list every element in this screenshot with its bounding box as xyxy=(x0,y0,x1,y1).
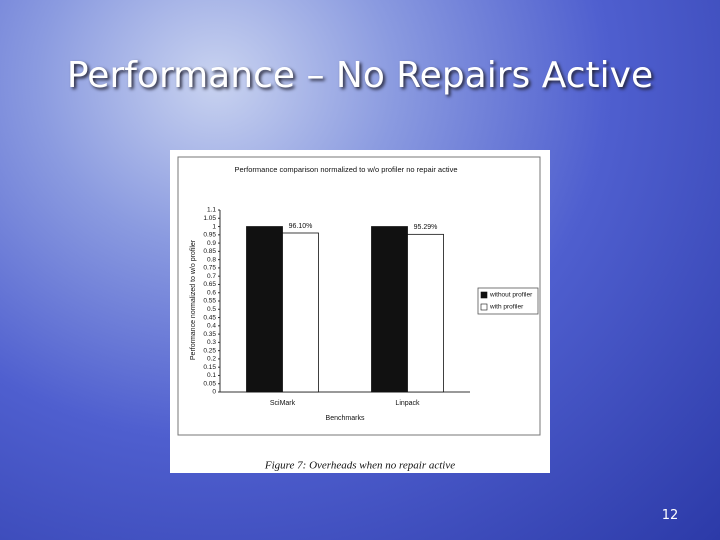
y-tick-label: 0.2 xyxy=(207,356,216,363)
y-tick-label: 0.55 xyxy=(203,298,216,305)
chart-title: Performance comparison normalized to w/o… xyxy=(234,165,457,174)
y-tick-label: 0.5 xyxy=(207,306,216,313)
y-tick-label: 0 xyxy=(212,389,216,396)
bar xyxy=(282,232,319,393)
y-tick-label: 0.25 xyxy=(203,347,216,354)
chart: Performance comparison normalized to w/o… xyxy=(170,150,550,473)
page-number: 12 xyxy=(661,508,679,523)
y-tick-label: 0.8 xyxy=(207,256,216,263)
bar xyxy=(407,233,444,393)
legend-box xyxy=(477,287,539,315)
bar xyxy=(371,226,408,393)
legend-swatch xyxy=(480,291,488,299)
value-label: 96.10% xyxy=(289,223,313,230)
slide-title: Performance – No Repairs Active xyxy=(66,55,654,96)
chart-frame xyxy=(177,156,541,436)
y-tick-label: 1 xyxy=(212,223,216,230)
y-tick-label: 0.15 xyxy=(203,364,216,371)
y-tick-label: 0.7 xyxy=(207,273,216,280)
y-tick-label: 0.35 xyxy=(203,331,216,338)
y-tick-label: 0.45 xyxy=(203,314,216,321)
y-tick-label: 0.95 xyxy=(203,232,216,239)
y-tick-label: 0.4 xyxy=(207,323,216,330)
y-tick-label: 0.85 xyxy=(203,248,216,255)
bar xyxy=(246,226,283,393)
legend-label: with profiler xyxy=(489,304,524,311)
figure-caption: Figure 7: Overheads when no repair activ… xyxy=(264,460,455,472)
y-tick-label: 0.3 xyxy=(207,339,216,346)
y-tick-label: 0.75 xyxy=(203,265,216,272)
x-tick-label: SciMark xyxy=(270,400,296,407)
y-tick-label: 0.6 xyxy=(207,289,216,296)
y-axis-label: Performance normalized to w/o profiler xyxy=(190,239,197,360)
value-label: 95.29% xyxy=(414,224,438,231)
y-tick-label: 0.9 xyxy=(207,240,216,247)
y-tick-label: 1.1 xyxy=(207,207,216,214)
x-axis-label: Benchmarks xyxy=(326,415,365,422)
x-tick-label: Linpack xyxy=(395,400,420,407)
y-tick-label: 1.05 xyxy=(203,215,216,222)
legend-label: without profiler xyxy=(489,292,533,299)
y-tick-label: 0.1 xyxy=(207,372,216,379)
y-tick-label: 0.65 xyxy=(203,281,216,288)
y-tick-label: 0.05 xyxy=(203,380,216,387)
legend-swatch xyxy=(480,303,488,311)
